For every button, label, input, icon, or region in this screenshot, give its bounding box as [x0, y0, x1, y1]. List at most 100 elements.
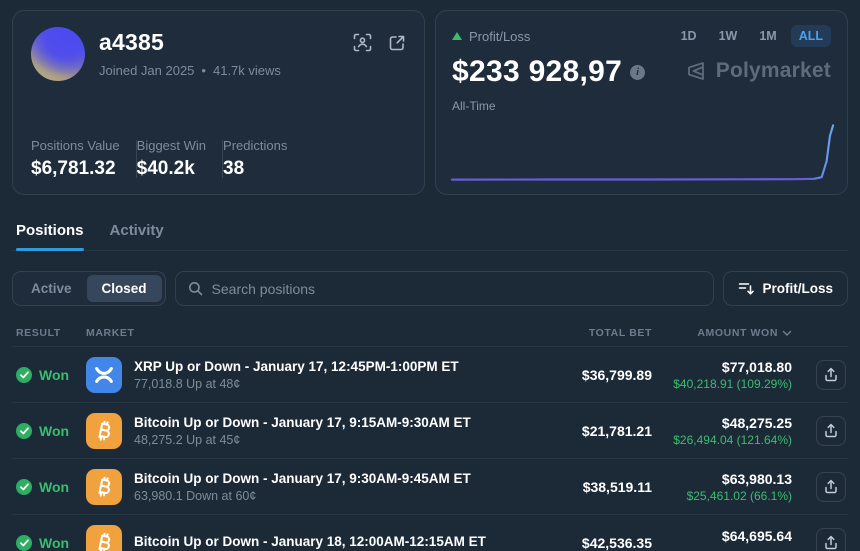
- btc-icon: [86, 412, 122, 449]
- share-cell: [792, 471, 848, 502]
- total-bet-value: $21,781.21: [581, 422, 652, 439]
- amount-won-value: $77,018.80: [721, 358, 792, 375]
- market-cell[interactable]: Bitcoin Up or Down - January 18, 12:00AM…: [86, 524, 542, 551]
- result-label: Won: [39, 534, 70, 551]
- result-label: Won: [39, 478, 70, 495]
- market-text: Bitcoin Up or Down - January 17, 9:15AM-…: [134, 415, 471, 447]
- market-title: Bitcoin Up or Down - January 17, 9:15AM-…: [134, 414, 471, 430]
- positions-table: RESULT MARKET TOTAL BET AMOUNT WON Won: [12, 320, 848, 551]
- stat-label: Predictions: [223, 138, 288, 153]
- market-cell[interactable]: XRP Up or Down - January 17, 12:45PM-1:0…: [86, 356, 542, 393]
- market-title: Bitcoin Up or Down - January 18, 12:00AM…: [134, 533, 486, 549]
- profile-actions: [353, 33, 406, 52]
- profit-loss-card: Profit/Loss 1D 1W 1M ALL $233 928,97 i: [435, 10, 848, 195]
- external-link-button[interactable]: [388, 33, 406, 52]
- header-amount-won[interactable]: AMOUNT WON: [652, 327, 792, 339]
- share-cell: [792, 527, 848, 551]
- range-1d-button[interactable]: 1D: [673, 25, 705, 47]
- market-text: Bitcoin Up or Down - January 18, 12:00AM…: [134, 534, 486, 551]
- segment-closed[interactable]: Closed: [86, 275, 162, 302]
- profile-stats: Positions Value $6,781.32 Biggest Win $4…: [31, 138, 406, 180]
- share-icon: [825, 479, 837, 494]
- amount-won-value: $63,980.13: [721, 470, 792, 487]
- table-row[interactable]: Won Bitcoin Up or Down - January 17, 9:3…: [12, 458, 848, 514]
- result-cell: Won: [12, 534, 86, 551]
- header-market: MARKET: [86, 327, 135, 339]
- check-circle-icon: [16, 422, 32, 439]
- result-cell: Won: [12, 478, 86, 495]
- check-circle-icon: [16, 366, 32, 383]
- tab-activity[interactable]: Activity: [110, 216, 164, 250]
- header-amount-won-label: AMOUNT WON: [697, 327, 778, 339]
- market-position-detail: 77,018.8 Up at 48¢: [134, 376, 241, 391]
- result-cell: Won: [12, 422, 86, 439]
- share-button[interactable]: [816, 527, 846, 551]
- profile-header: a4385 Joined Jan 2025 • 41.7k views: [31, 27, 406, 81]
- amount-won-cell: $77,018.80 $40,218.91 (109.29%): [652, 359, 792, 391]
- share-button[interactable]: [816, 415, 846, 446]
- polymarket-brand: Polymarket: [684, 59, 831, 83]
- joined-date: Joined Jan 2025: [99, 63, 195, 78]
- sort-profit-loss-button[interactable]: Profit/Loss: [723, 271, 848, 306]
- positions-filter-row: Active Closed Profit/Loss: [12, 271, 848, 306]
- share-icon: [825, 423, 837, 438]
- segment-active[interactable]: Active: [16, 275, 87, 302]
- profile-name: a4385: [99, 29, 164, 55]
- avatar: [31, 27, 85, 81]
- profile-meta: Joined Jan 2025 • 41.7k views: [99, 63, 353, 78]
- share-button[interactable]: [816, 471, 846, 502]
- market-position-detail: 63,980.1 Down at 60¢: [134, 488, 257, 503]
- stat-label: Biggest Win: [136, 138, 207, 153]
- share-cell: [792, 415, 848, 446]
- qr-scan-button[interactable]: [353, 33, 372, 52]
- period-label: All-Time: [452, 99, 496, 113]
- range-all-button[interactable]: ALL: [790, 25, 831, 47]
- external-link-icon: [389, 35, 405, 50]
- chevron-down-icon: [782, 330, 792, 336]
- stat-predictions: Predictions 38: [223, 138, 303, 180]
- status-segmented-control: Active Closed: [12, 271, 166, 306]
- tab-label: Positions: [16, 222, 84, 239]
- profit-loss-label-row: Profit/Loss: [452, 29, 530, 44]
- range-1w-button[interactable]: 1W: [711, 25, 746, 47]
- positions-table-body: Won XRP Up or Down - January 17, 12:45PM…: [12, 346, 848, 551]
- table-row[interactable]: Won Bitcoin Up or Down - January 18, 12:…: [12, 514, 848, 551]
- btc-icon: [86, 468, 122, 505]
- search-input[interactable]: [211, 280, 702, 297]
- amount-won-value: $64,695.64: [721, 527, 792, 544]
- result-label: Won: [39, 366, 70, 383]
- table-row[interactable]: Won XRP Up or Down - January 17, 12:45PM…: [12, 346, 848, 402]
- stat-value: $6,781.32: [31, 158, 116, 179]
- range-1m-button[interactable]: 1M: [751, 25, 784, 47]
- profit-detail: $25,461.02 (66.1%): [686, 488, 792, 503]
- market-title: XRP Up or Down - January 17, 12:45PM-1:0…: [134, 358, 459, 374]
- amount-won-value: $48,275.25: [721, 414, 792, 431]
- stat-value: 38: [223, 158, 245, 179]
- market-position-detail: 48,275.2 Up at 45¢: [134, 432, 241, 447]
- views-count: 41.7k views: [212, 63, 281, 78]
- search-box[interactable]: [174, 271, 715, 306]
- stat-value: $40.2k: [136, 158, 195, 179]
- table-row[interactable]: Won Bitcoin Up or Down - January 17, 9:1…: [12, 402, 848, 458]
- share-icon: [825, 367, 837, 382]
- info-icon[interactable]: i: [630, 64, 646, 80]
- tab-positions[interactable]: Positions: [16, 216, 84, 251]
- result-label: Won: [39, 422, 70, 439]
- header-total-bet: TOTAL BET: [588, 327, 652, 339]
- stat-biggest-win: Biggest Win $40.2k: [137, 138, 222, 180]
- check-circle-icon: [16, 534, 32, 551]
- profile-identity: a4385 Joined Jan 2025 • 41.7k views: [99, 27, 353, 78]
- market-cell[interactable]: Bitcoin Up or Down - January 17, 9:15AM-…: [86, 412, 542, 449]
- profile-card: a4385 Joined Jan 2025 • 41.7k views: [12, 10, 425, 195]
- market-text: XRP Up or Down - January 17, 12:45PM-1:0…: [134, 359, 459, 391]
- profit-loss-value: $233 928,97: [452, 55, 623, 88]
- time-range-selector: 1D 1W 1M ALL: [673, 25, 831, 47]
- share-button[interactable]: [816, 359, 846, 390]
- search-icon: [188, 282, 202, 296]
- stat-positions-value: Positions Value $6,781.32: [31, 138, 136, 180]
- brand-name: Polymarket: [715, 59, 831, 82]
- total-bet-value: $36,799.89: [581, 366, 652, 383]
- market-cell[interactable]: Bitcoin Up or Down - January 17, 9:30AM-…: [86, 468, 542, 505]
- amount-won-cell: $64,695.64: [652, 528, 792, 551]
- top-cards: a4385 Joined Jan 2025 • 41.7k views: [12, 10, 848, 195]
